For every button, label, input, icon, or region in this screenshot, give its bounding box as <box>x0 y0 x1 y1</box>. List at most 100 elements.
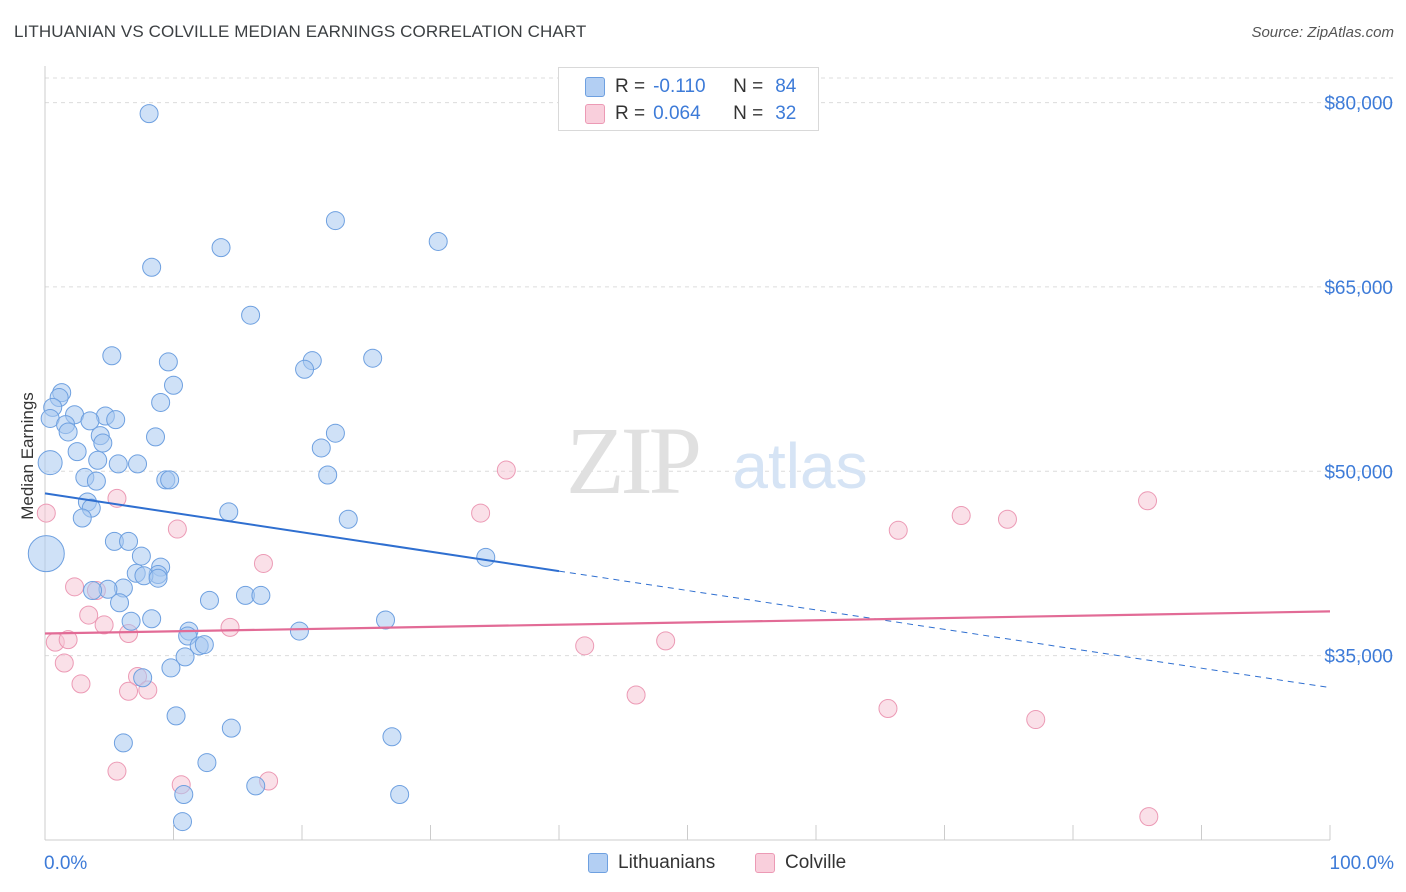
lithuanian-point <box>58 422 78 442</box>
lithuanian-point <box>194 635 214 655</box>
colville-point <box>575 636 595 656</box>
y-tick-label: $80,000 <box>1324 94 1393 115</box>
colville-point <box>1026 710 1046 730</box>
lithuanian-point <box>80 411 100 431</box>
correlation-legend: R = -0.110 N = 84 R = 0.064 N = 32 <box>558 67 819 131</box>
lithuanian-point <box>219 502 239 522</box>
y-tick-label: $35,000 <box>1324 647 1393 668</box>
legend-r-label: R = <box>615 103 646 124</box>
colville-point <box>1138 491 1158 511</box>
lithuanian-point <box>174 785 194 805</box>
lithuanian-point <box>106 410 126 430</box>
gridlines <box>45 77 1394 657</box>
lithuanian-point <box>289 621 309 641</box>
lithuanian-point <box>110 593 130 613</box>
lithuanian-point <box>382 727 402 747</box>
colville-point <box>1139 807 1159 827</box>
x-tick-label-max: 100.0% <box>1330 853 1395 874</box>
lithuanian-point <box>161 658 181 678</box>
colville-point <box>471 503 491 523</box>
colville-point <box>888 520 908 540</box>
y-axis-label: Median Earnings <box>18 392 37 520</box>
lithuanian-point <box>311 438 331 458</box>
lithuanian-point <box>113 733 133 753</box>
colville-point <box>997 509 1017 529</box>
lithuanian-point <box>376 610 396 630</box>
lithuanian-point <box>108 454 128 474</box>
lithuanian-point <box>295 359 315 379</box>
colville-point <box>496 460 516 480</box>
legend-item-lithuanians[interactable]: Lithuanians <box>588 852 715 874</box>
lithuanian-point <box>158 352 178 372</box>
lithuanian-points <box>27 104 496 832</box>
watermark-zip: ZIP <box>566 407 699 514</box>
lithuanian-point <box>338 509 358 529</box>
colville-point <box>656 631 676 651</box>
lithuanian-trend-line <box>44 492 560 573</box>
colville-point <box>119 681 139 701</box>
lithuanian-point <box>133 668 153 688</box>
lithuanian-point <box>27 535 65 573</box>
legend-row-lithuanians: R = -0.110 N = 84 <box>585 75 796 99</box>
legend-swatch-pink <box>755 853 775 873</box>
legend-r-value: 0.064 <box>653 103 701 124</box>
lithuanian-point <box>390 785 410 805</box>
colville-trend-line <box>44 610 1331 635</box>
colville-point <box>878 698 898 718</box>
colville-point <box>71 674 91 694</box>
colville-point <box>220 617 240 637</box>
lithuanian-point <box>37 450 63 476</box>
legend-r-label: R = <box>615 76 646 97</box>
lithuanian-point <box>88 450 108 470</box>
colville-point <box>253 553 273 573</box>
lithuanian-point <box>146 427 166 447</box>
colville-point <box>626 685 646 705</box>
legend-n-value: 84 <box>775 76 797 97</box>
lithuanian-point <box>131 546 151 566</box>
lithuanian-point <box>166 706 186 726</box>
legend-label-lithuanians: Lithuanians <box>618 852 716 873</box>
legend-n-label: N = <box>733 76 764 97</box>
colville-point <box>58 630 78 650</box>
tick-labels: $35,000 $50,000 $65,000 $80,000 0.0% 100.0% <box>44 94 1394 874</box>
lithuanian-point <box>151 392 171 412</box>
series-legend: Lithuanians Colville <box>0 852 1406 876</box>
lithuanian-point <box>67 442 87 462</box>
legend-n-label: N = <box>733 103 764 124</box>
lithuanian-point <box>211 238 231 258</box>
lithuanian-point <box>318 465 338 485</box>
colville-point <box>79 605 99 625</box>
lithuanian-point <box>175 647 195 667</box>
lithuanian-point <box>86 471 106 491</box>
colville-point <box>94 615 114 635</box>
lithuanian-point <box>139 104 159 124</box>
lithuanian-point <box>251 585 271 605</box>
legend-r-value: -0.110 <box>653 76 706 97</box>
lithuanian-point <box>72 508 92 528</box>
legend-row-colville: R = 0.064 N = 32 <box>585 102 796 126</box>
lithuanian-point <box>160 470 180 490</box>
colville-point <box>951 506 971 526</box>
x-tick-label-min: 0.0% <box>44 853 87 874</box>
lithuanian-point <box>241 305 261 325</box>
colville-point <box>167 519 187 539</box>
colville-point <box>54 653 74 673</box>
lithuanian-point <box>246 776 266 796</box>
lithuanian-point <box>363 348 383 368</box>
legend-item-colville[interactable]: Colville <box>755 852 846 874</box>
lithuanian-point <box>93 433 113 453</box>
lithuanian-point <box>164 375 183 395</box>
lithuanian-point <box>172 812 192 832</box>
lithuanian-point <box>83 581 103 601</box>
colville-point <box>107 761 127 781</box>
source-label: Source: ZipAtlas.com <box>1251 24 1394 41</box>
lithuanian-trend-extension <box>558 570 1331 689</box>
lithuanian-point <box>119 531 139 551</box>
legend-swatch-blue <box>588 853 608 873</box>
y-tick-label: $50,000 <box>1324 462 1393 483</box>
legend-swatch-pink <box>585 104 605 124</box>
lithuanian-point <box>121 611 141 631</box>
y-tick-label: $65,000 <box>1324 278 1393 299</box>
lithuanian-point <box>102 346 122 366</box>
